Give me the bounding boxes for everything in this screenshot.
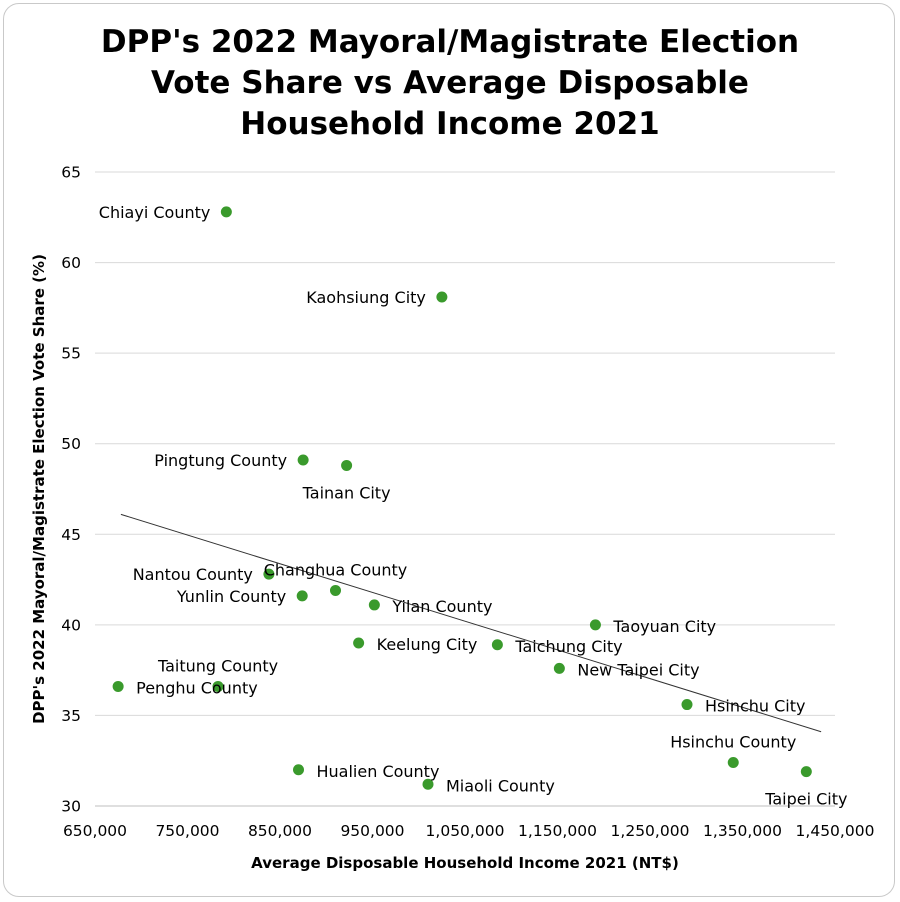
y-tick-label: 60 <box>61 254 81 272</box>
data-point <box>800 766 812 778</box>
point-label: Kaohsiung City <box>306 288 426 307</box>
data-point <box>368 599 380 611</box>
y-tick-label: 40 <box>61 616 81 634</box>
chart-card <box>3 3 895 897</box>
data-point <box>353 637 365 649</box>
data-point <box>589 619 601 631</box>
x-tick-label: 1,350,000 <box>703 822 782 840</box>
point-labels: Chiayi County Kaohsiung City Pingtung Coun… <box>99 203 848 809</box>
data-point <box>491 639 503 651</box>
data-point <box>293 764 304 776</box>
x-tick-label: 1,050,000 <box>426 822 505 840</box>
gridlines <box>95 171 835 807</box>
data-points <box>112 206 812 790</box>
x-tick-label: 1,250,000 <box>611 822 690 840</box>
x-tick-label: 950,000 <box>340 822 404 840</box>
data-point <box>553 662 565 674</box>
point-label: Pingtung County <box>154 451 287 470</box>
chart-title: DPP's 2022 Mayoral/Magistrate Election V… <box>0 22 900 145</box>
y-axis-title: DPP's 2022 Mayoral/Magistrate Election V… <box>30 254 48 724</box>
point-label: Changhua County <box>264 560 408 579</box>
y-tick-label: 30 <box>61 798 81 816</box>
point-label: New Taipei City <box>577 660 699 679</box>
y-tick-label: 65 <box>61 164 81 182</box>
point-label: Hsinchu County <box>670 733 796 752</box>
point-label: Taipei City <box>764 790 847 809</box>
x-tick-label: 850,000 <box>248 822 312 840</box>
data-point <box>112 680 124 692</box>
point-label: Hsinchu City <box>705 697 805 716</box>
y-tick-label: 50 <box>61 435 81 453</box>
data-point <box>436 291 448 303</box>
data-point <box>263 568 275 580</box>
y-tick-label: 55 <box>61 345 81 363</box>
trendline-group <box>120 513 822 733</box>
x-tick-labels: 650,000 750,000 850,000 950,000 1,050,000 1,1… <box>63 822 875 840</box>
chart-title-line-3: Household Income 2021 <box>240 106 660 142</box>
data-point <box>727 757 739 769</box>
x-tick-label: 1,150,000 <box>518 822 597 840</box>
data-point <box>296 590 308 602</box>
chart-title-line-2: Vote Share vs Average Disposable <box>151 65 749 101</box>
point-label: Keelung City <box>377 635 478 654</box>
data-point <box>681 699 693 711</box>
data-point <box>212 680 224 692</box>
chart-title-line-1: DPP's 2022 Mayoral/Magistrate Election <box>100 24 800 60</box>
point-label: Chiayi County <box>99 203 211 222</box>
data-point <box>330 584 341 596</box>
trendline <box>120 513 822 733</box>
point-label: Nantou County <box>133 565 253 584</box>
point-label: Yilan County <box>391 597 492 616</box>
y-tick-labels: 30 35 40 45 50 55 60 65 <box>61 164 81 816</box>
data-point <box>422 778 434 790</box>
point-label: Miaoli County <box>446 776 555 795</box>
point-label: Yunlin County <box>176 587 286 606</box>
point-label: Hualien County <box>317 762 440 781</box>
point-label: Taoyuan City <box>612 617 716 636</box>
data-point <box>341 459 353 471</box>
point-label: Penghu County <box>136 678 258 697</box>
point-label: Taichung City <box>514 637 622 656</box>
point-label: Tainan City <box>302 483 391 502</box>
x-tick-label: 1,450,000 <box>796 822 875 840</box>
point-label: Taitung County <box>157 656 278 675</box>
y-tick-label: 35 <box>61 707 81 725</box>
x-tick-label: 650,000 <box>63 822 127 840</box>
x-tick-label: 750,000 <box>155 822 219 840</box>
y-tick-label: 45 <box>61 526 81 544</box>
data-point <box>220 206 232 218</box>
x-axis-title: Average Disposable Household Income 2021… <box>251 854 679 872</box>
data-point <box>297 454 309 466</box>
